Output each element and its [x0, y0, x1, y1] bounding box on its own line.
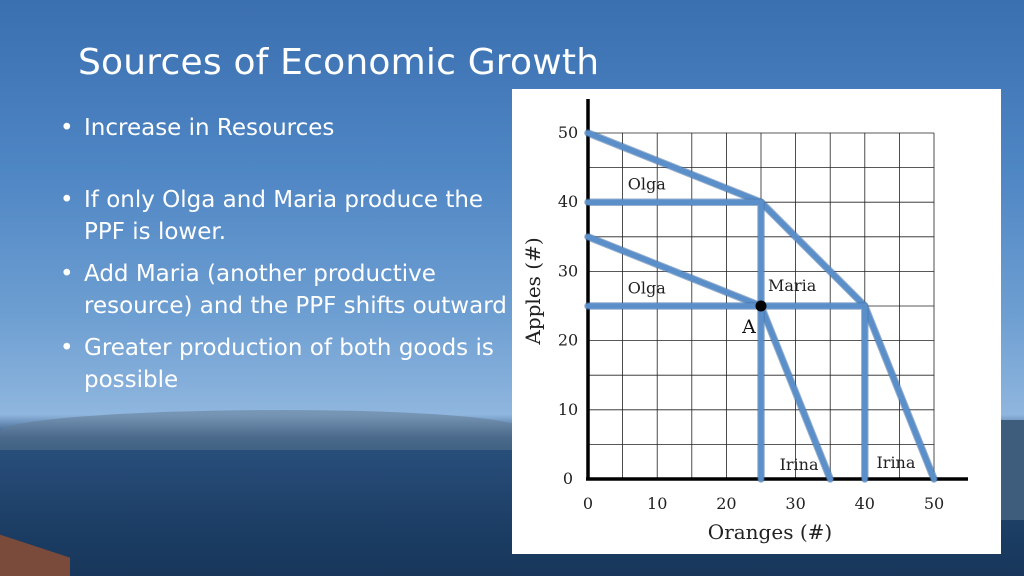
bullet-dot-icon: •: [60, 187, 74, 213]
bullet-text: Increase in Resources: [84, 115, 335, 141]
x-tick-label: 0: [583, 494, 593, 513]
y-tick-label: 30: [558, 261, 578, 280]
x-tick-label: 40: [855, 494, 875, 513]
x-tick-label: 10: [647, 494, 667, 513]
series-line: [585, 130, 937, 482]
bullet-dot-icon: •: [60, 335, 74, 361]
bullet-item: • Add Maria (another productive resource…: [58, 258, 508, 322]
axes: 0 10 20 30 40 50 0 10 20 30 40 50 Oranges (#) Apples …: [521, 99, 968, 544]
y-tick-label: 50: [558, 123, 578, 142]
bullet-item: • Increase in Resources: [58, 112, 508, 144]
series: [584, 129, 938, 483]
series-line: [585, 303, 868, 482]
slide-title: Sources of Economic Growth: [78, 42, 600, 83]
background-strip: [1001, 420, 1024, 520]
bullet-item: • If only Olga and Maria produce the PPF…: [58, 184, 508, 248]
ppf-chart: 0 10 20 30 40 50 0 10 20 30 40 50 Oranges (#) Apples …: [521, 99, 968, 544]
point-a-marker: [755, 300, 767, 312]
bullet-text: Greater production of both goods is poss…: [84, 335, 494, 393]
series-line: [585, 199, 764, 482]
background-hills: [0, 410, 520, 450]
x-tick-label: 50: [924, 494, 944, 513]
region-label: Irina: [780, 455, 819, 474]
region-label: Maria: [768, 276, 817, 295]
bullet-item: • Greater production of both goods is po…: [58, 332, 508, 396]
bullet-list: • Increase in Resources • If only Olga a…: [58, 112, 508, 396]
bullet-text: Add Maria (another productive resource) …: [84, 261, 507, 319]
series-line-shadow: [584, 233, 834, 483]
series-line: [585, 234, 833, 482]
ppf-chart-panel: 0 10 20 30 40 50 0 10 20 30 40 50 Oranges (#) Apples …: [512, 89, 1001, 554]
point-a-label: A: [741, 316, 756, 338]
labels: A Olga Olga Maria Irina Irina: [628, 175, 916, 474]
bullet-dot-icon: •: [60, 115, 74, 141]
region-label: Irina: [876, 453, 915, 472]
region-label: Olga: [628, 279, 666, 298]
y-tick-label: 0: [563, 469, 573, 488]
y-tick-label: 20: [558, 331, 578, 350]
y-axis-label: Apples (#): [521, 237, 545, 345]
x-tick-label: 30: [785, 494, 805, 513]
x-axis-label: Oranges (#): [708, 520, 832, 544]
region-label: Olga: [628, 175, 666, 194]
x-tick-label: 20: [716, 494, 736, 513]
bullet-dot-icon: •: [60, 261, 74, 287]
y-tick-label: 40: [558, 192, 578, 211]
bullet-text: If only Olga and Maria produce the PPF i…: [84, 187, 484, 245]
y-tick-label: 10: [558, 400, 578, 419]
